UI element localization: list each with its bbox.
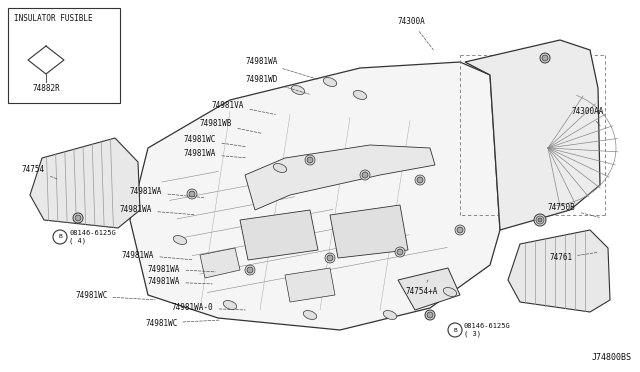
Circle shape xyxy=(540,53,550,63)
Circle shape xyxy=(360,170,370,180)
Circle shape xyxy=(536,216,544,224)
Circle shape xyxy=(307,157,313,163)
Ellipse shape xyxy=(173,235,187,244)
Ellipse shape xyxy=(273,164,287,173)
Circle shape xyxy=(542,55,548,61)
Text: 74300AA: 74300AA xyxy=(572,108,604,126)
Ellipse shape xyxy=(291,86,305,94)
Circle shape xyxy=(415,175,425,185)
Circle shape xyxy=(362,172,368,178)
Circle shape xyxy=(327,255,333,261)
Circle shape xyxy=(457,227,463,233)
Text: 74981WD: 74981WD xyxy=(246,76,309,94)
Polygon shape xyxy=(508,230,610,312)
Text: 74882R: 74882R xyxy=(32,84,60,93)
Bar xyxy=(8,8,120,103)
Text: 74981WA: 74981WA xyxy=(122,250,192,260)
Text: 74750B: 74750B xyxy=(548,203,599,217)
Circle shape xyxy=(75,215,81,221)
Polygon shape xyxy=(285,268,335,302)
Text: 74754: 74754 xyxy=(22,166,58,179)
Circle shape xyxy=(325,253,335,263)
Circle shape xyxy=(305,155,315,165)
Polygon shape xyxy=(30,138,140,228)
Text: 74981WA-0: 74981WA-0 xyxy=(172,304,245,312)
Ellipse shape xyxy=(353,90,367,99)
Text: 74981VA: 74981VA xyxy=(212,100,275,115)
Polygon shape xyxy=(245,145,435,210)
Polygon shape xyxy=(330,205,408,258)
Polygon shape xyxy=(240,210,318,260)
Text: INSULATOR FUSIBLE: INSULATOR FUSIBLE xyxy=(14,14,93,23)
Circle shape xyxy=(189,191,195,197)
Ellipse shape xyxy=(383,311,397,320)
Text: 08146-6125G
( 3): 08146-6125G ( 3) xyxy=(464,323,511,337)
Ellipse shape xyxy=(303,311,317,320)
Polygon shape xyxy=(130,62,500,330)
Text: B: B xyxy=(453,327,457,333)
Text: 74981WA: 74981WA xyxy=(245,58,317,79)
Circle shape xyxy=(534,214,546,226)
Circle shape xyxy=(397,249,403,255)
Text: 74981WC: 74981WC xyxy=(145,318,220,327)
Text: 74981WC: 74981WC xyxy=(184,135,245,147)
Text: 74300A: 74300A xyxy=(398,17,433,50)
Ellipse shape xyxy=(223,301,237,310)
Text: 74981WC: 74981WC xyxy=(75,292,156,301)
Polygon shape xyxy=(465,40,600,230)
Text: 74981WA: 74981WA xyxy=(130,187,205,198)
Text: 74761: 74761 xyxy=(549,253,597,263)
Polygon shape xyxy=(200,248,240,278)
Text: 08146-6125G
( 4): 08146-6125G ( 4) xyxy=(69,230,116,244)
Circle shape xyxy=(245,265,255,275)
Text: J74800BS: J74800BS xyxy=(592,353,632,362)
Circle shape xyxy=(448,323,462,337)
Circle shape xyxy=(395,247,405,257)
Circle shape xyxy=(247,267,253,273)
Text: B: B xyxy=(58,234,62,240)
Circle shape xyxy=(53,230,67,244)
Circle shape xyxy=(73,213,83,223)
Circle shape xyxy=(425,310,435,320)
Text: 74981WA: 74981WA xyxy=(148,264,215,273)
Circle shape xyxy=(538,218,542,222)
Circle shape xyxy=(455,225,465,235)
Text: 74981WA: 74981WA xyxy=(148,278,212,286)
Text: 74981WB: 74981WB xyxy=(200,119,262,134)
Text: 74981WA: 74981WA xyxy=(120,205,195,215)
Text: 74981WA: 74981WA xyxy=(184,150,245,158)
Text: 74754+A: 74754+A xyxy=(406,280,438,296)
Circle shape xyxy=(427,312,433,318)
Polygon shape xyxy=(398,268,460,310)
Circle shape xyxy=(187,189,197,199)
Ellipse shape xyxy=(444,288,457,296)
Circle shape xyxy=(417,177,423,183)
Ellipse shape xyxy=(323,77,337,86)
